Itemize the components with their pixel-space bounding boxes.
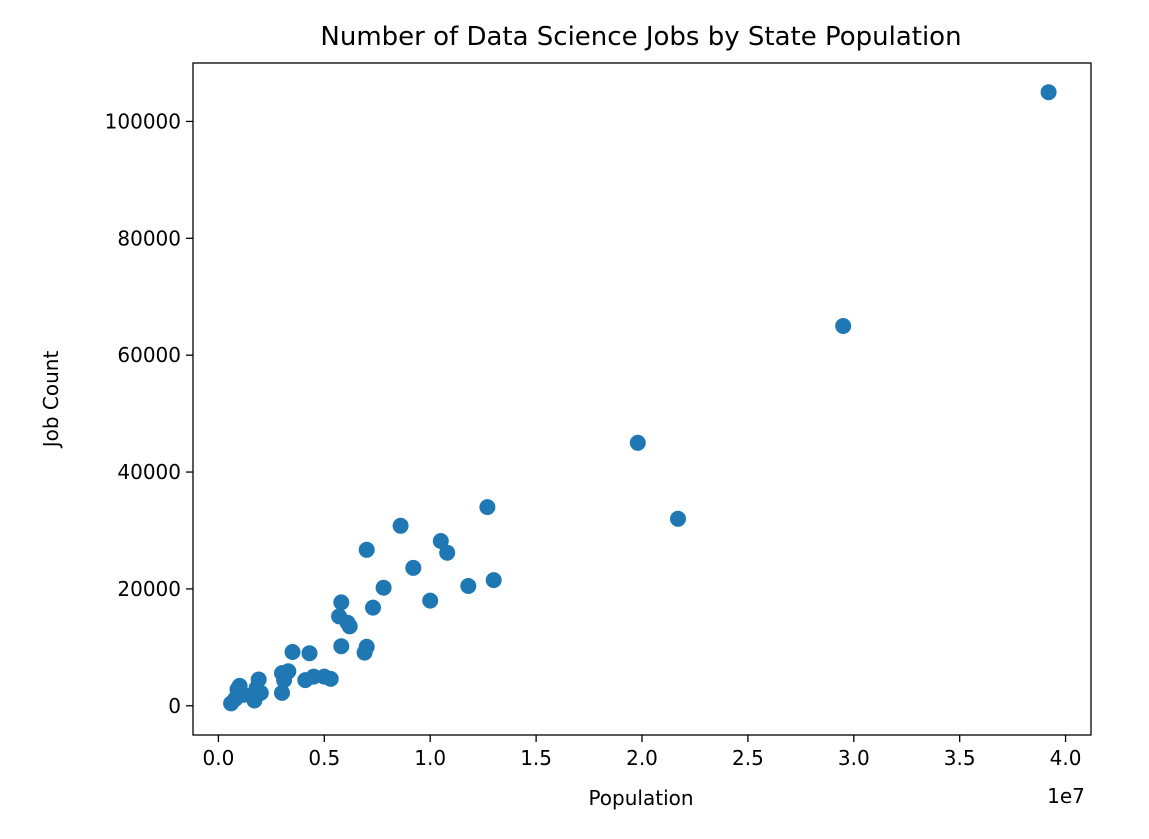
data-point (405, 559, 422, 576)
data-point (223, 695, 240, 712)
chart-title: Number of Data Science Jobs by State Pop… (320, 22, 961, 52)
x-axis-offset-label: 1e7 (1047, 784, 1085, 808)
x-tick-label: 3.5 (944, 746, 976, 770)
data-point (432, 533, 449, 549)
data-point (479, 499, 496, 516)
data-point (358, 541, 375, 558)
data-points (223, 84, 1057, 712)
data-point (333, 594, 350, 611)
data-point (341, 618, 358, 635)
x-tick-label: 2.0 (626, 746, 658, 770)
data-point (333, 638, 350, 655)
y-axis-label: Job Count (39, 351, 63, 450)
data-point (322, 670, 339, 687)
plot-frame (192, 62, 1092, 736)
data-point (375, 579, 392, 596)
y-axis-ticks: 0 20000 40000 60000 80000 100000 (105, 109, 193, 718)
data-point (301, 645, 318, 662)
data-point (274, 684, 290, 701)
data-point (248, 680, 265, 697)
data-point (835, 318, 852, 334)
data-point (439, 544, 456, 561)
x-tick-label: 0.5 (308, 746, 340, 770)
y-tick-label: 100000 (105, 109, 181, 133)
x-tick-label: 1.0 (414, 746, 446, 770)
x-tick-label: 2.5 (732, 746, 764, 770)
x-axis-label: Population (588, 786, 693, 810)
data-point (485, 572, 502, 589)
data-point (460, 578, 477, 594)
x-tick-label: 4.0 (1050, 746, 1082, 770)
data-point (392, 517, 409, 534)
data-point (276, 672, 293, 689)
y-tick-label: 40000 (117, 460, 181, 484)
y-tick-label: 20000 (117, 577, 181, 601)
y-tick-label: 0 (168, 694, 181, 718)
data-point (356, 644, 373, 661)
x-tick-label: 0.0 (203, 746, 235, 770)
x-tick-label: 3.0 (838, 746, 870, 770)
data-point (1040, 84, 1057, 101)
x-tick-label: 1.5 (520, 746, 552, 770)
data-point (629, 434, 646, 451)
y-tick-label: 60000 (117, 343, 181, 367)
data-point (284, 644, 301, 660)
data-point (670, 510, 686, 527)
data-point (422, 592, 439, 609)
data-point (365, 599, 381, 616)
y-tick-label: 80000 (117, 226, 181, 250)
x-axis-ticks: 0.0 0.5 1.0 1.5 2.0 2.5 3.0 3.5 4.0 (203, 735, 1082, 770)
